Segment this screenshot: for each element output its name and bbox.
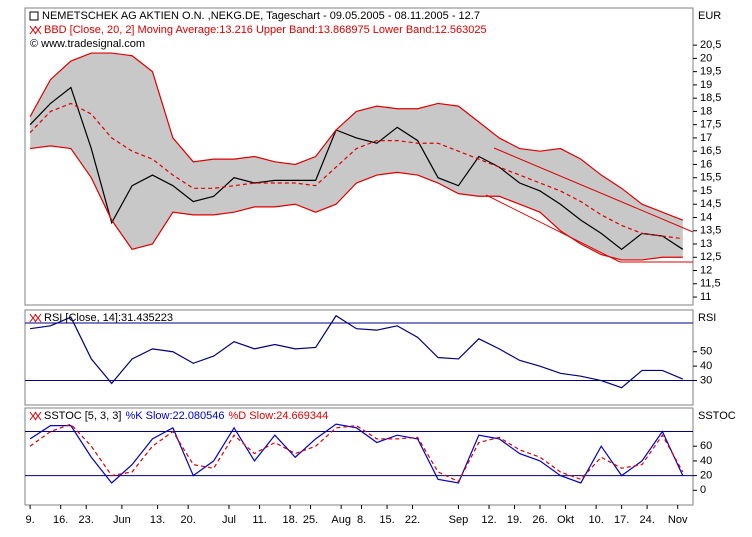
y-tick-label: 16 [700, 158, 712, 170]
series-line [30, 314, 684, 389]
x-tick-label: 13. [150, 514, 165, 526]
y-tick-label: 12 [700, 264, 712, 276]
x-tick-label: 12. [481, 514, 496, 526]
x-tick-label: Nov [668, 514, 688, 526]
y-tick-label: 17 [700, 132, 712, 144]
x-tick-label: 15. [379, 514, 394, 526]
panel-frame [24, 7, 694, 306]
y-axis-label: EUR [698, 10, 721, 22]
panel-frame [24, 309, 694, 406]
chart-title: NEMETSCHEK AG AKTIEN O.N. ,NEKG.DE, Tage… [42, 10, 480, 22]
y-tick-label: 16,5 [700, 145, 721, 157]
x-tick-label: 11. [252, 514, 266, 526]
series-line [29, 102, 683, 240]
indicator-icon [29, 411, 42, 421]
indicator-icon [29, 313, 42, 323]
series-line [29, 52, 684, 221]
indicator-icon [29, 25, 42, 35]
x-tick-label: 23. [79, 514, 94, 526]
x-tick-label: 25. [303, 514, 318, 526]
legend-label: %K Slow:22.080546 [125, 410, 224, 422]
y-tick-label: 14 [700, 211, 712, 223]
trend-line [493, 147, 694, 233]
x-tick-label: 8. [357, 514, 366, 526]
band-fill [30, 53, 683, 260]
subtitle: BBD [Close, 20, 2] Moving Average:13.216… [44, 24, 487, 36]
y-tick-label: 12,5 [700, 251, 721, 263]
x-tick-label: 19. [507, 514, 522, 526]
x-tick-label: 24. [639, 514, 654, 526]
panel-frame [24, 407, 694, 506]
y-tick-label: 50 [700, 346, 712, 358]
x-tick-label: 26. [532, 514, 547, 526]
title-icon [29, 11, 39, 21]
y-tick-label: 40 [700, 360, 712, 372]
x-tick-label: 22. [405, 514, 420, 526]
x-tick-label: Okt [557, 514, 574, 526]
x-tick-label: 17. [614, 514, 629, 526]
series-line [29, 423, 684, 484]
y-tick-label: 20 [700, 470, 712, 482]
x-tick-label: 18. [283, 514, 298, 526]
x-tick-label: 20. [181, 514, 196, 526]
y-tick-label: 15 [700, 185, 712, 197]
y-tick-label: 15,5 [700, 172, 721, 184]
x-tick-label: Jun [113, 514, 131, 526]
x-tick-label: Aug [331, 514, 351, 526]
legend-label: RSI [Close, 14]:31.435223 [44, 312, 173, 324]
y-tick-label: 18,5 [700, 92, 721, 104]
x-tick-label: 10. [588, 514, 603, 526]
y-tick-label: 19 [700, 79, 712, 91]
x-tick-label: Sep [449, 514, 469, 526]
y-axis-label: SSTOC [698, 410, 736, 422]
y-tick-label: 18 [700, 105, 712, 117]
indicator-title: SSTOC [5, 3, 3] [44, 410, 121, 422]
trend-line [485, 194, 621, 263]
y-tick-label: 13,5 [700, 225, 721, 237]
x-tick-label: 16. [53, 514, 68, 526]
x-tick-label: 9. [26, 514, 35, 526]
legend-label: %D Slow:24.669344 [229, 410, 329, 422]
series-line [29, 86, 684, 251]
series-line [30, 145, 683, 261]
source: © www.tradesignal.com [30, 38, 145, 50]
y-tick-label: 11,5 [700, 278, 721, 290]
y-tick-label: 19,5 [700, 66, 721, 78]
y-tick-label: 20,5 [700, 39, 721, 51]
y-tick-label: 30 [700, 374, 712, 386]
y-tick-label: 14,5 [700, 198, 721, 210]
y-tick-label: 13 [700, 238, 712, 250]
y-tick-label: 0 [700, 484, 706, 496]
y-tick-label: 17,5 [700, 119, 721, 131]
x-tick-label: Jul [222, 514, 236, 526]
y-tick-label: 20 [700, 52, 712, 64]
y-tick-label: 11 [700, 291, 711, 303]
y-axis-label: RSI [698, 312, 716, 324]
y-tick-label: 40 [700, 455, 712, 467]
y-tick-label: 60 [700, 440, 712, 452]
